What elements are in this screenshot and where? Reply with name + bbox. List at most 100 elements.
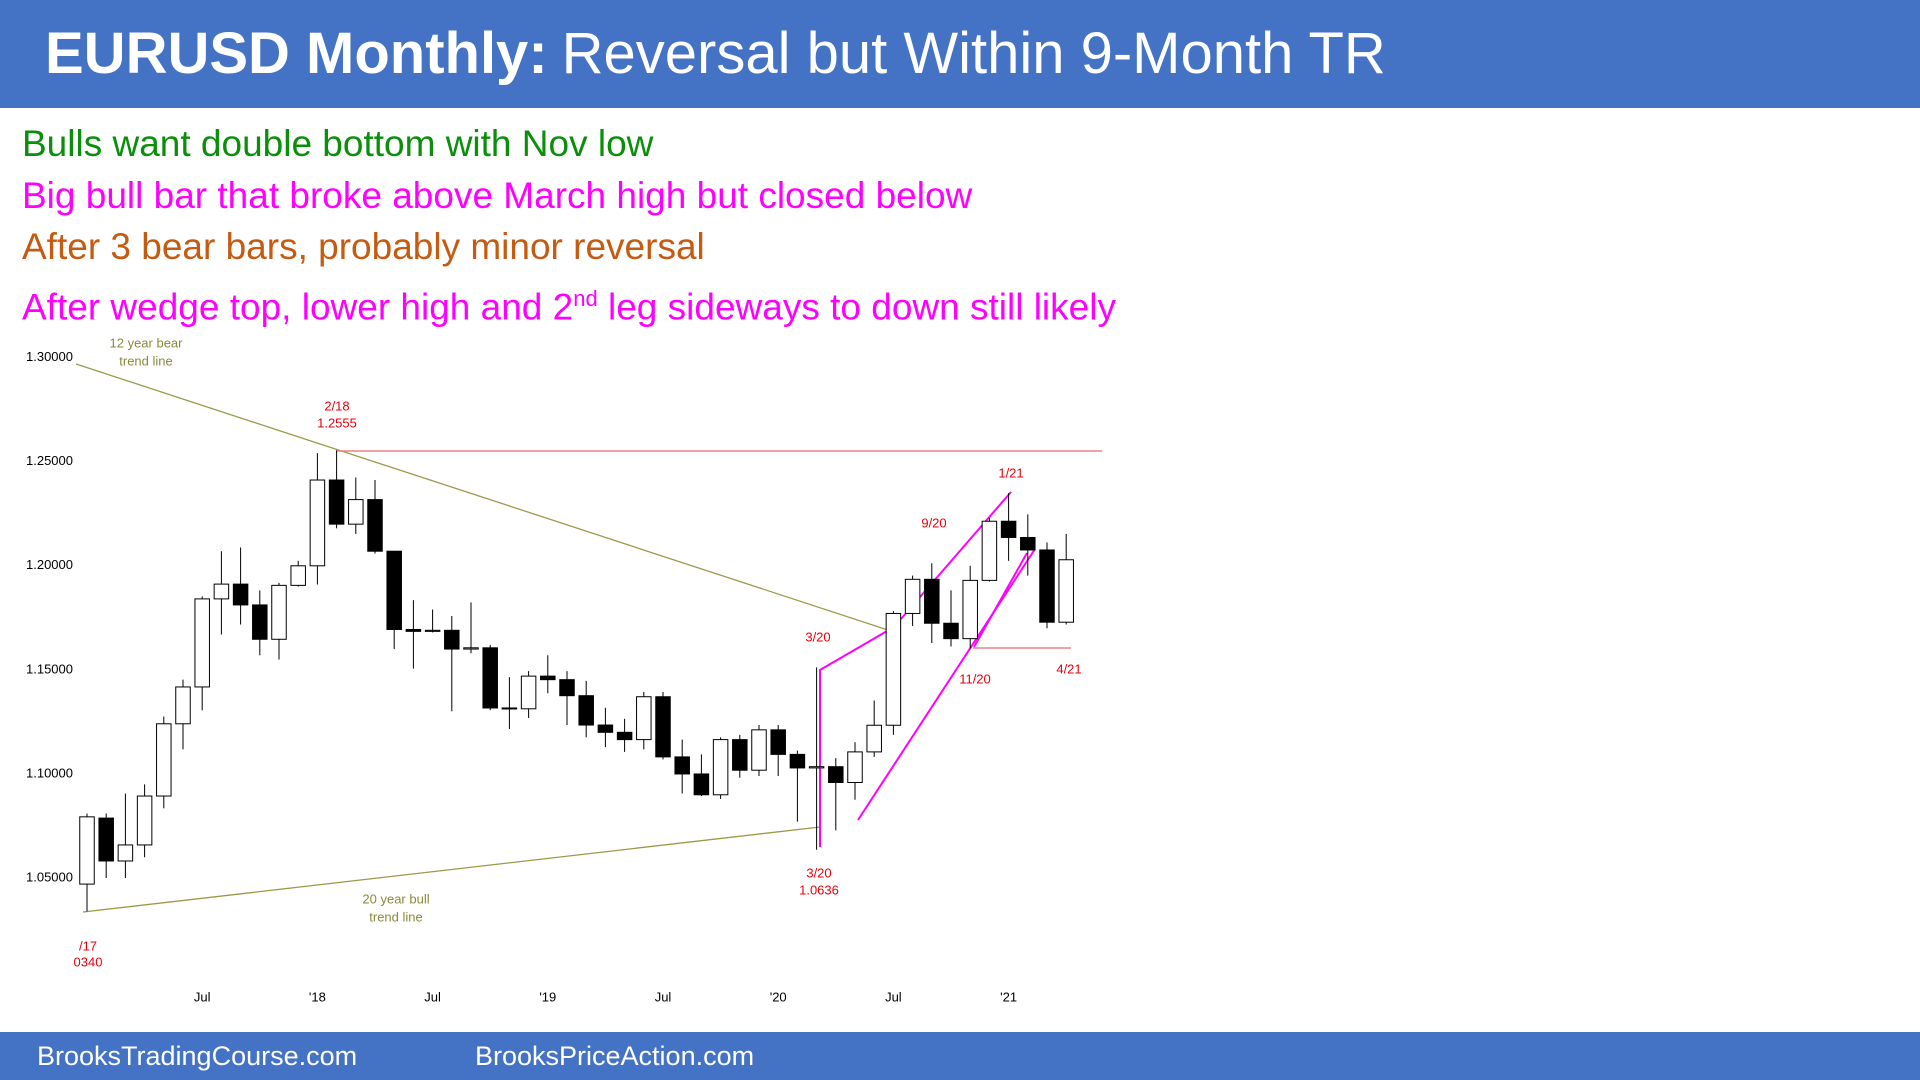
candle-body [271,584,287,640]
candle-body [194,598,210,688]
candle-body [808,766,825,769]
annotation: 2/18 [324,398,349,413]
candle-body [367,499,383,552]
candle-body [712,739,729,796]
candle-body [1039,549,1055,623]
candle-body [405,628,422,632]
y-tick-label: 1.30000 [26,349,73,364]
candle-body [636,696,652,741]
candle-body [213,583,230,600]
candle-body [232,583,249,606]
footer-link: BrooksPriceAction.com [475,1041,755,1071]
annotation: 9/20 [921,515,946,530]
annotation: trend line [119,353,172,368]
annotation: 1.0636 [799,882,839,897]
candle-body [789,753,806,769]
y-tick-label: 1.10000 [26,765,73,780]
candle-body [616,731,633,741]
footer: BrooksTradingCourse.com BrooksPriceAction… [0,1032,1920,1080]
footer-link: BrooksTradingCourse.com [37,1041,358,1071]
annotation: 11/20 [959,671,991,686]
candle-body [386,550,402,630]
annotation: 12 year bear [110,335,184,350]
annotation: 4/21 [1056,661,1081,676]
candle-body [98,817,114,862]
y-tick-label: 1.25000 [26,453,73,468]
annotation: 3/20 [806,865,831,880]
candle-body [981,520,998,581]
bullet: After wedge top, lower high and 2nd leg … [22,277,1116,329]
candle-body [1058,559,1074,623]
candle-body [847,751,863,783]
candle-body [290,565,306,586]
candle-body [597,724,614,733]
candle-body [693,773,710,796]
x-tick-label: '18 [309,989,326,1004]
annotation: 20 year bull [362,891,429,906]
candle-body [578,695,594,726]
x-tick-label: Jul [424,989,441,1004]
header: EURUSD Monthly: Reversal but Within 9-Mon… [0,0,1920,108]
annotation: 1.2555 [317,415,357,430]
candle-body [520,675,537,710]
x-tick-label: Jul [885,989,902,1004]
candle-body [79,816,95,885]
x-tick-label: Jul [194,989,211,1004]
bear-trend-line [75,363,895,633]
title-rest: Reversal but Within 9-Month TR [561,21,1386,86]
title-bold: EURUSD Monthly: [45,21,548,86]
candle-body [828,766,844,783]
candle-body [252,604,268,640]
candle-body [866,724,882,753]
candle-body [655,696,671,758]
candle-body [924,578,940,624]
y-tick-label: 1.15000 [26,661,73,676]
candle-body [943,622,959,640]
candle-body [1020,536,1036,551]
candle-body [175,686,191,725]
bullet-text: After wedge top, lower high and 2 [22,286,574,328]
candle-body [463,647,479,650]
superscript: nd [573,286,598,311]
candle-body [732,739,748,771]
candle-body [501,707,518,710]
y-tick-label: 1.20000 [26,557,73,572]
x-tick-label: '21 [1000,989,1017,1004]
candle-body [348,499,364,525]
annotation: 3/20 [805,629,830,644]
annotation: trend line [369,909,422,924]
annotation: 0340 [74,954,103,969]
wedge-upper [819,491,1012,847]
x-tick-label: '19 [539,989,556,1004]
candle-body [136,795,153,846]
x-tick-label: '20 [770,989,787,1004]
candle-body [885,612,902,726]
candle-body [1000,520,1017,538]
annotation: /17 [79,938,97,953]
candle-body [540,675,556,681]
candle-body [444,629,460,650]
candle-body [962,579,978,640]
candle-body [328,479,345,525]
wedge-lower [973,552,1028,648]
candle-body [117,844,134,862]
candle-body [674,756,690,775]
candle-body [482,647,498,709]
bull-trend-line [82,826,821,913]
candle-body [559,679,575,697]
annotation: 1/21 [998,465,1023,480]
x-tick-label: Jul [655,989,672,1004]
candle-body [424,629,441,632]
candle-body [309,479,326,567]
bullet: After 3 bear bars, probably minor revers… [22,226,705,267]
candle-body [770,729,786,755]
candle-body [904,578,921,614]
candle-body [156,723,172,797]
bullet-text: leg sideways to down still likely [597,286,1116,328]
y-tick-label: 1.05000 [26,869,73,884]
bullet: Big bull bar that broke above March high… [22,175,973,216]
candle-body [751,729,767,771]
wedge-lower [857,548,1036,821]
